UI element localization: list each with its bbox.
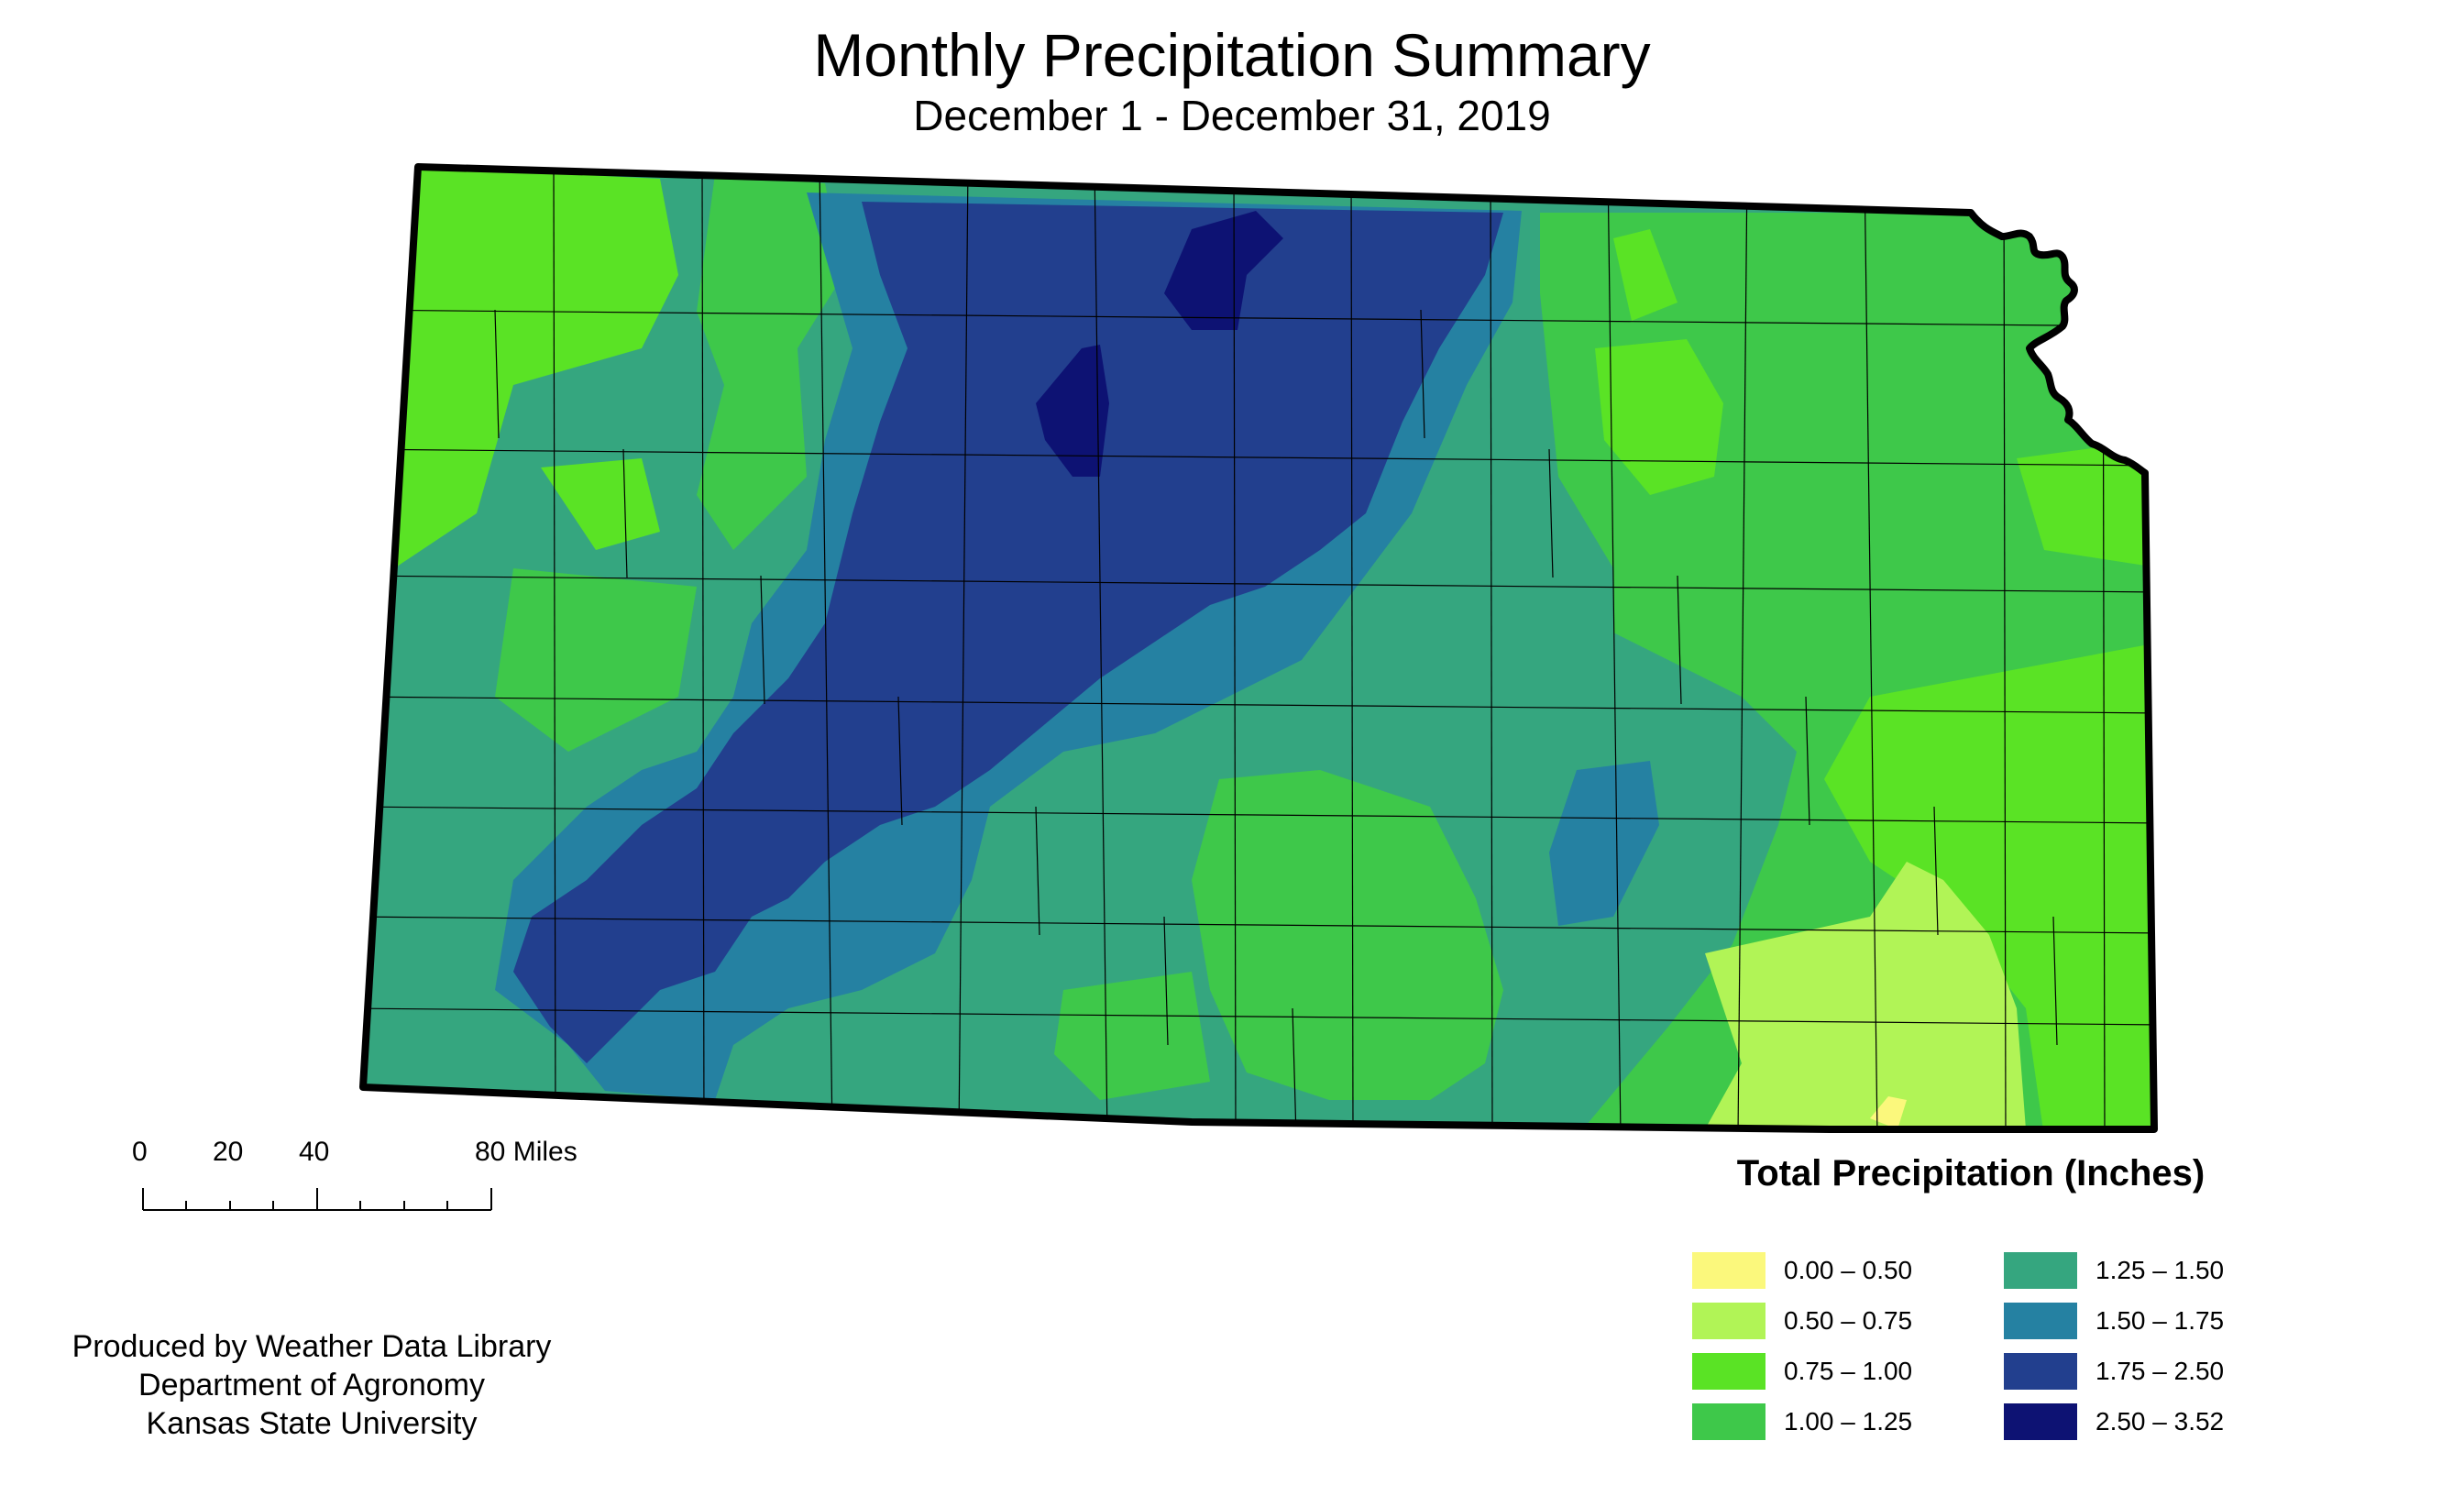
precip-zone-1.00-1.25 <box>1192 770 1503 1100</box>
county-line <box>1292 1007 1297 1129</box>
legend-title: Total Precipitation (Inches) <box>1736 1153 2206 1194</box>
scale-label-20: 20 <box>213 1137 244 1167</box>
precip-zone-0.75-1.00 <box>1824 642 2154 1129</box>
legend-swatch <box>1692 1353 1766 1390</box>
county-line <box>1094 167 1108 1129</box>
county-line <box>1933 806 1939 936</box>
county-line <box>1737 167 1748 1129</box>
legend-swatch <box>1692 1403 1766 1440</box>
legend-label: 1.75 – 2.50 <box>2096 1357 2225 1385</box>
county-boundaries <box>363 167 2154 1129</box>
scale-bar-graphic <box>142 1188 492 1211</box>
county-line <box>1420 309 1425 439</box>
precip-zone-0.75-1.00 <box>541 458 660 550</box>
county-line <box>1233 167 1237 1129</box>
county-line <box>494 309 500 439</box>
legend-label: 0.00 – 0.50 <box>1784 1256 1913 1284</box>
precip-zone-0.75-1.00 <box>1595 339 1723 495</box>
legend-swatch <box>1692 1252 1766 1289</box>
legend-swatch <box>1692 1303 1766 1339</box>
legend-label: 0.50 – 0.75 <box>1784 1306 1913 1335</box>
credit-line: Kansas State University <box>146 1406 478 1441</box>
legend: 0.00 – 0.50 0.50 – 0.75 0.75 – 1.00 1.00… <box>1692 1252 2260 1454</box>
legend-swatch <box>2004 1303 2077 1339</box>
legend-label: 2.50 – 3.52 <box>2096 1407 2225 1436</box>
precip-zone-0.75-1.00 <box>2017 440 2154 568</box>
precip-zone-2.50-3.52 <box>1036 345 1109 477</box>
precip-zone-1.00-1.25 <box>1054 972 1210 1100</box>
county-line <box>701 167 705 1129</box>
county-line <box>363 1007 2154 1026</box>
county-line <box>363 309 2154 327</box>
precip-zone-2.50-3.52 <box>1164 211 1283 330</box>
county-line <box>760 575 765 705</box>
scale-bar: 0 20 40 80 Miles <box>128 1137 578 1211</box>
legend-label: 1.25 – 1.50 <box>2096 1256 2225 1284</box>
precip-zone-1.00-1.25 <box>495 568 697 752</box>
scale-label-40: 40 <box>299 1137 330 1167</box>
county-line <box>1607 167 1622 1129</box>
credit-line: Produced by Weather Data Library <box>72 1329 552 1364</box>
county-line <box>363 806 2154 824</box>
map-title: Monthly Precipitation Summary <box>813 21 1651 89</box>
county-line <box>2052 916 2058 1046</box>
county-line <box>1035 806 1040 936</box>
precipitation-fill <box>363 167 2154 1129</box>
precip-zone-0.75-1.00 <box>1613 229 1678 321</box>
county-line <box>1864 167 1878 1129</box>
scale-label-80: 80 Miles <box>475 1137 578 1167</box>
legend-swatch <box>2004 1353 2077 1390</box>
county-line <box>819 167 833 1129</box>
county-line <box>622 448 628 578</box>
precip-zone-0.75-1.00 <box>385 167 678 568</box>
county-line <box>363 448 2154 467</box>
credits: Produced by Weather Data Library Departm… <box>37 1327 587 1443</box>
county-line <box>897 696 903 826</box>
precip-zone-1.50-1.75 <box>1549 761 1659 926</box>
county-line <box>958 167 969 1129</box>
county-line <box>363 575 2154 593</box>
county-line <box>1163 916 1169 1046</box>
county-line <box>1805 696 1810 826</box>
credit-line: Department of Agronomy <box>138 1368 485 1402</box>
precip-zone-1.00-1.25 <box>697 174 843 550</box>
legend-label: 1.50 – 1.75 <box>2096 1306 2225 1335</box>
legend-swatch <box>2004 1252 2077 1289</box>
county-line <box>1490 167 1493 1129</box>
county-line <box>363 916 2154 934</box>
county-line <box>1677 575 1682 705</box>
county-line <box>2003 167 2007 1129</box>
precip-zone-1.75-2.50 <box>513 202 1503 1063</box>
precip-zone-0.00-0.50 <box>1870 1096 1907 1129</box>
kansas-state-boundary <box>359 163 2158 1133</box>
legend-label: 1.00 – 1.25 <box>1784 1407 1913 1436</box>
legend-label: 0.75 – 1.00 <box>1784 1357 1913 1385</box>
map-subtitle: December 1 - December 31, 2019 <box>913 92 1551 139</box>
legend-swatch <box>2004 1403 2077 1440</box>
precip-zone-0.50-0.75 <box>1705 862 2026 1129</box>
county-line <box>553 167 556 1129</box>
county-line <box>1548 448 1554 578</box>
county-line <box>1350 167 1354 1129</box>
county-line <box>363 696 2154 714</box>
scale-label-0: 0 <box>132 1137 148 1167</box>
